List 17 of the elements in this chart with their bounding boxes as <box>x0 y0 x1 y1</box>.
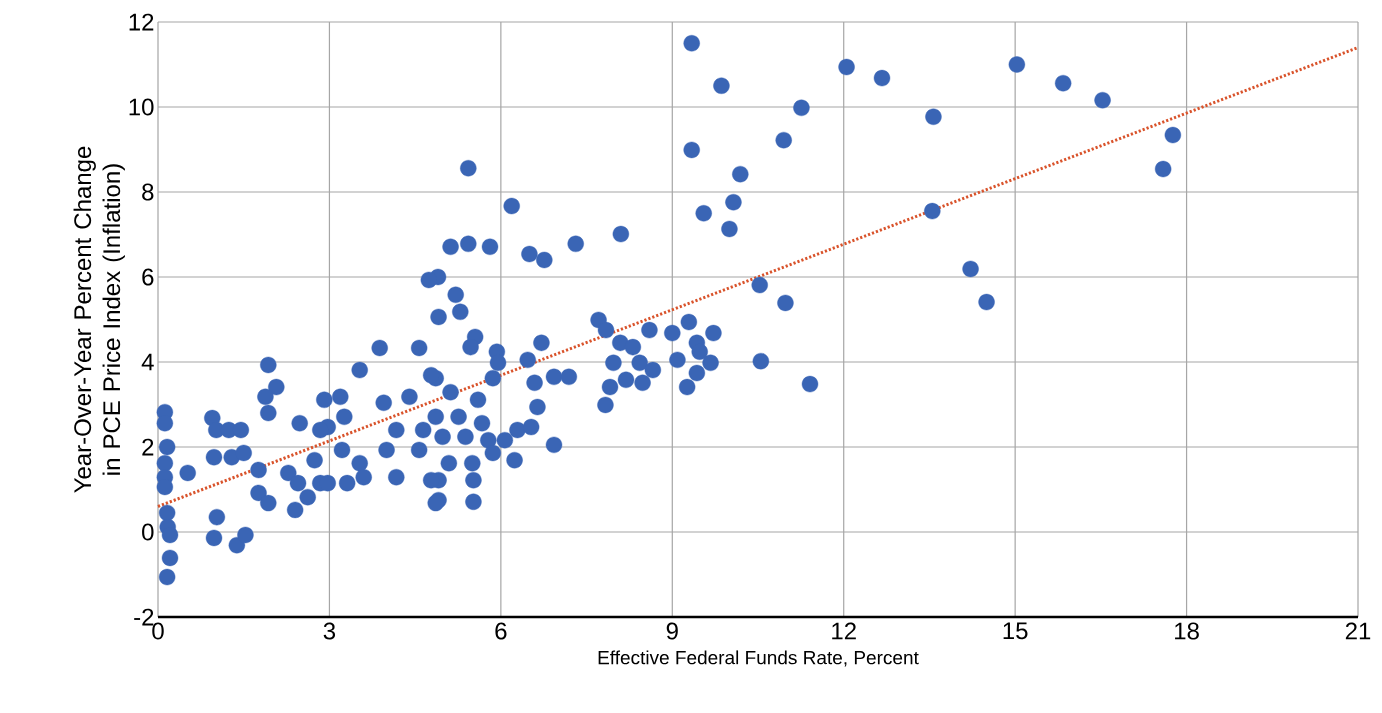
y-tick-label: 0 <box>142 523 154 541</box>
x-tick-label: 15 <box>1003 622 1028 640</box>
y-tick-label: 12 <box>129 13 154 31</box>
x-tick-label: 6 <box>495 622 507 640</box>
y-tick-label: 2 <box>142 438 154 456</box>
x-tick-label: 9 <box>666 622 678 640</box>
x-tick-label: 18 <box>1175 622 1199 640</box>
y-tick-label: 6 <box>142 268 154 286</box>
x-tick-label: 21 <box>1345 622 1371 640</box>
x-axis-title: Effective Federal Funds Rate, Percent <box>598 650 919 667</box>
y-tick-label: -2 <box>134 608 154 626</box>
x-tick-label: 3 <box>323 622 336 640</box>
y-axis-title: Year-Over-Year Percent Change in PCE Price Index (Inflation) <box>73 146 125 493</box>
y-tick-label: 8 <box>142 183 154 201</box>
x-tick-label: 12 <box>832 622 856 640</box>
y-tick-label: 4 <box>141 353 154 371</box>
y-tick-label: 10 <box>129 98 154 116</box>
